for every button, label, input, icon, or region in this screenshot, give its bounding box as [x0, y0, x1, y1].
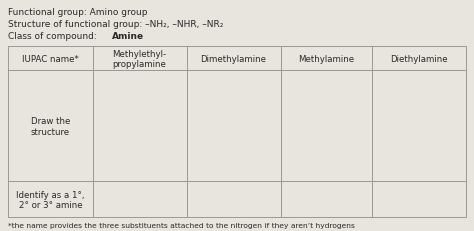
Text: Methylamine: Methylamine: [298, 55, 355, 64]
Bar: [372, 47, 466, 71]
Text: Functional group: Amino group: Functional group: Amino group: [8, 8, 147, 17]
Bar: [187, 71, 281, 182]
Bar: [93, 71, 187, 182]
Text: Identify as a 1°,
2° or 3° amine: Identify as a 1°, 2° or 3° amine: [16, 190, 85, 209]
Bar: [281, 71, 372, 182]
Text: Class of compound:: Class of compound:: [8, 32, 100, 41]
Text: IUPAC name*: IUPAC name*: [22, 55, 79, 64]
Text: Dimethylamine: Dimethylamine: [201, 55, 266, 64]
Text: Methylethyl-
propylamine: Methylethyl- propylamine: [113, 49, 167, 69]
Bar: [93, 47, 187, 71]
Bar: [372, 182, 466, 217]
Bar: [8, 47, 93, 71]
Bar: [8, 182, 93, 217]
Bar: [372, 71, 466, 182]
Text: *the name provides the three substituents attached to the nitrogen if they aren’: *the name provides the three substituent…: [8, 222, 355, 228]
Bar: [187, 47, 281, 71]
Text: Amine: Amine: [112, 32, 144, 41]
Bar: [8, 71, 93, 182]
Text: Draw the
structure: Draw the structure: [31, 117, 70, 136]
Bar: [93, 182, 187, 217]
Text: Structure of functional group: –NH₂, –NHR, –NR₂: Structure of functional group: –NH₂, –NH…: [8, 20, 223, 29]
Text: Diethylamine: Diethylamine: [390, 55, 448, 64]
Bar: [281, 47, 372, 71]
Bar: [281, 182, 372, 217]
Bar: [187, 182, 281, 217]
